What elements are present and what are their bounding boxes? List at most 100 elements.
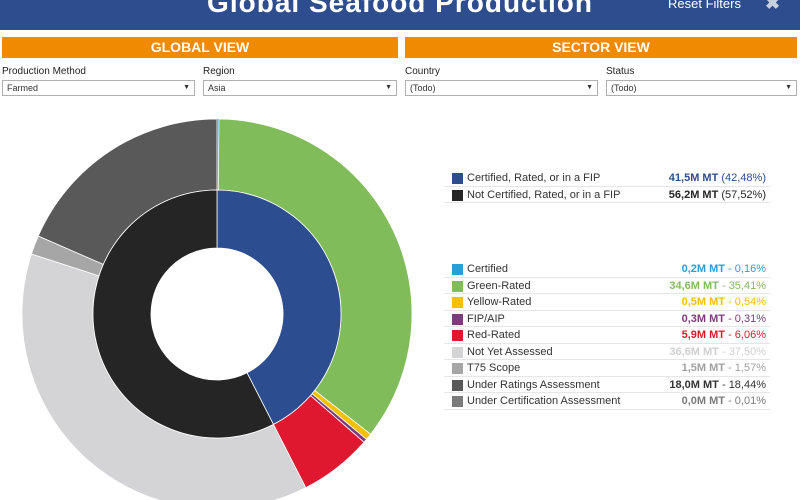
country-value: (Todo)	[410, 83, 436, 93]
legend-percent: 0,01%	[734, 395, 766, 407]
legend-value: 36,6M MT - 37,50%	[669, 344, 766, 360]
legend-amount: 0,5M MT	[681, 296, 725, 308]
donut-hole	[151, 248, 283, 380]
legend-value: 0,0M MT - 0,01%	[682, 393, 766, 409]
production-method-label: Production Method	[2, 66, 86, 77]
legend-amount: 56,2M MT	[668, 188, 719, 201]
production-method-select[interactable]: Farmed ▼	[2, 80, 195, 96]
legend-amount: 0,0M MT	[681, 395, 725, 407]
legend-label: Under Ratings Assessment	[467, 378, 600, 391]
legend-item-red-rated[interactable]: Red-Rated 5,9M MT - 6,06%	[444, 327, 770, 344]
legend-swatch	[452, 346, 463, 358]
legend-value: 1,5M MT - 1,57%	[682, 360, 766, 376]
legend-percent: 1,57%	[734, 362, 766, 374]
legend-label: FIP/AIP	[467, 312, 505, 325]
outer-ring-legend: Certified 0,2M MT - 0,16% Green-Rated 34,6M…	[444, 261, 770, 410]
legend-percent: 6,06%	[734, 329, 766, 341]
legend-percent: (57,52%)	[721, 188, 766, 201]
legend-label: Green-Rated	[467, 279, 531, 292]
region-label: Region	[203, 66, 235, 77]
legend-value: 5,9M MT - 6,06%	[682, 327, 766, 343]
production-method-value: Farmed	[7, 83, 39, 93]
legend-label: T75 Scope	[467, 362, 521, 374]
legend-item-under-certification-assessment[interactable]: Under Certification Assessment 0,0M MT - …	[444, 393, 770, 410]
global-view-header: GLOBAL VIEW	[2, 37, 398, 58]
legend-amount: 41,5M MT	[668, 172, 719, 184]
legend-amount: 0,3M MT	[681, 312, 725, 325]
legend-separator: -	[728, 362, 732, 374]
legend-separator: -	[721, 378, 726, 391]
legend-swatch	[452, 363, 463, 374]
page-title: Global Seafood Production	[207, 0, 593, 18]
legend-value: 41,5M MT (42,48%)	[669, 170, 766, 186]
legend-label: Red-Rated	[467, 329, 521, 341]
status-value: (Todo)	[611, 83, 637, 93]
legend-swatch	[452, 396, 463, 407]
inner-ring-legend: Certified, Rated, or in a FIP 41,5M MT (4…	[444, 170, 770, 203]
legend-separator: -	[728, 296, 732, 308]
production-donut-chart	[21, 118, 413, 500]
legend-separator: -	[728, 329, 732, 341]
legend-value: 34,6M MT - 35,41%	[669, 278, 766, 294]
legend-swatch	[452, 313, 463, 325]
legend-value: 0,5M MT - 0,54%	[682, 294, 766, 310]
legend-separator: -	[721, 279, 726, 292]
legend-label: Not Yet Assessed	[467, 345, 553, 358]
legend-item-green-rated[interactable]: Green-Rated 34,6M MT - 35,41%	[444, 278, 770, 294]
legend-amount: 1,5M MT	[681, 362, 725, 374]
legend-swatch	[452, 264, 463, 275]
legend-separator: -	[728, 395, 732, 407]
chevron-down-icon: ▼	[586, 84, 593, 91]
country-select[interactable]: (Todo) ▼	[405, 80, 598, 96]
chevron-down-icon: ▼	[785, 84, 792, 91]
legend-item-certified-rated-or-in-a-fip[interactable]: Certified, Rated, or in a FIP 41,5M MT (4…	[444, 170, 770, 187]
legend-percent: 37,50%	[728, 345, 766, 358]
legend-percent: 0,16%	[734, 263, 766, 275]
legend-item-not-yet-assessed[interactable]: Not Yet Assessed 36,6M MT - 37,50%	[444, 344, 770, 360]
legend-value: 0,2M MT - 0,16%	[682, 261, 766, 277]
legend-value: 18,0M MT - 18,44%	[669, 377, 766, 393]
legend-swatch	[452, 280, 463, 292]
status-label: Status	[606, 66, 635, 77]
region-select[interactable]: Asia ▼	[203, 80, 397, 96]
legend-item-yellow-rated[interactable]: Yellow-Rated 0,5M MT - 0,54%	[444, 294, 770, 311]
legend-item-fip-aip[interactable]: FIP/AIP 0,3M MT - 0,31%	[444, 311, 770, 327]
legend-label: Certified	[467, 263, 508, 275]
legend-value: 0,3M MT - 0,31%	[682, 311, 766, 327]
legend-label: Certified, Rated, or in a FIP	[467, 172, 601, 184]
legend-percent: 0,31%	[734, 312, 766, 325]
legend-label: Under Certification Assessment	[467, 395, 621, 407]
header-bar: Global Seafood Production Reset Filters …	[0, 0, 800, 30]
legend-swatch	[452, 297, 463, 308]
legend-item-not-certified-rated-or-in-a-fip[interactable]: Not Certified, Rated, or in a FIP 56,2M M…	[444, 187, 770, 203]
chevron-down-icon: ▼	[385, 84, 392, 91]
legend-value: 56,2M MT (57,52%)	[669, 187, 766, 203]
legend-percent: (42,48%)	[721, 172, 766, 184]
legend-item-under-ratings-assessment[interactable]: Under Ratings Assessment 18,0M MT - 18,44…	[444, 377, 770, 393]
status-select[interactable]: (Todo) ▼	[606, 80, 797, 96]
region-value: Asia	[208, 83, 226, 93]
legend-amount: 0,2M MT	[681, 263, 725, 275]
legend-amount: 18,0M MT	[669, 378, 719, 391]
close-icon[interactable]: ✖	[765, 0, 781, 13]
country-label: Country	[405, 66, 441, 77]
legend-percent: 18,44%	[728, 378, 766, 391]
legend-percent: 0,54%	[734, 296, 766, 308]
sector-view-header: SECTOR VIEW	[405, 37, 797, 58]
legend-amount: 36,6M MT	[669, 345, 719, 358]
legend-separator: -	[728, 263, 732, 275]
legend-percent: 35,41%	[728, 279, 766, 292]
legend-label: Not Certified, Rated, or in a FIP	[467, 188, 621, 201]
chevron-down-icon: ▼	[183, 84, 190, 91]
legend-amount: 34,6M MT	[669, 279, 719, 292]
legend-swatch	[452, 379, 463, 391]
legend-label: Yellow-Rated	[467, 296, 532, 308]
legend-item-t75-scope[interactable]: T75 Scope 1,5M MT - 1,57%	[444, 360, 770, 377]
reset-filters-button[interactable]: Reset Filters	[668, 0, 741, 11]
legend-separator: -	[721, 345, 726, 358]
legend-separator: -	[728, 312, 732, 325]
legend-amount: 5,9M MT	[681, 329, 725, 341]
legend-swatch	[452, 189, 463, 201]
legend-item-certified[interactable]: Certified 0,2M MT - 0,16%	[444, 261, 770, 278]
